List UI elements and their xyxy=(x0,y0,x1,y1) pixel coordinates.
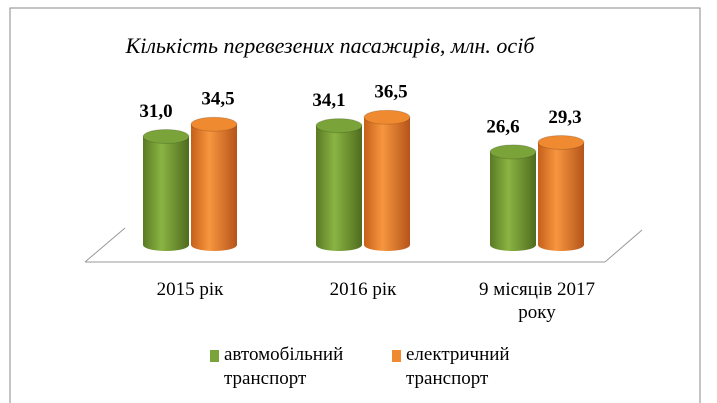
chart-border xyxy=(9,7,701,403)
x-tick-label: 2015 рік xyxy=(156,279,224,300)
bar xyxy=(364,117,410,245)
bar-top xyxy=(142,129,190,144)
legend-label: електричний транспорт xyxy=(406,344,510,389)
bar-top xyxy=(363,109,411,125)
data-label: 34,1 xyxy=(312,90,345,111)
bar-top xyxy=(489,144,537,160)
legend-label: автомобільний транспорт xyxy=(224,344,344,389)
legend-swatch xyxy=(392,350,401,362)
bar-top xyxy=(315,118,363,134)
floor xyxy=(84,227,643,263)
data-label: 36,5 xyxy=(374,82,407,103)
bar-top xyxy=(190,116,238,132)
bar xyxy=(538,142,584,245)
bar-top xyxy=(537,134,585,150)
data-label: 31,0 xyxy=(139,101,172,122)
bar xyxy=(143,136,189,245)
data-label: 26,6 xyxy=(486,116,519,137)
bar xyxy=(191,124,237,245)
bar xyxy=(316,125,362,245)
data-label: 29,3 xyxy=(548,107,581,128)
x-tick-label: 9 місяців 2017 року xyxy=(479,279,595,323)
x-tick-label: 2016 рік xyxy=(329,279,397,300)
bar xyxy=(490,151,536,245)
legend-swatch xyxy=(210,350,219,362)
data-label: 34,5 xyxy=(201,89,234,110)
chart-title: Кількість перевезених пасажирів, млн. ос… xyxy=(125,33,536,58)
